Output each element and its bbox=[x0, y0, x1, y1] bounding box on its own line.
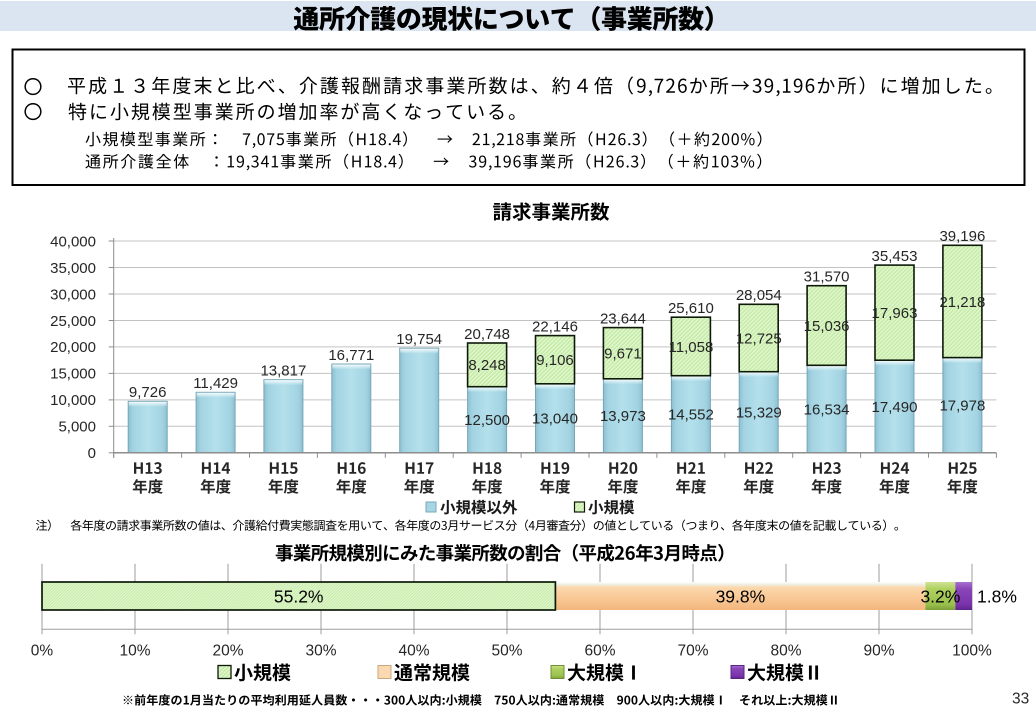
svg-text:15,036: 15,036 bbox=[804, 318, 850, 335]
svg-text:15,329: 15,329 bbox=[736, 405, 782, 422]
svg-text:100%: 100% bbox=[952, 643, 992, 660]
svg-text:15,000: 15,000 bbox=[50, 366, 96, 383]
svg-text:23,644: 23,644 bbox=[600, 310, 646, 327]
svg-text:90%: 90% bbox=[863, 643, 894, 660]
svg-text:9,106: 9,106 bbox=[536, 352, 574, 369]
svg-text:8,248: 8,248 bbox=[468, 357, 506, 374]
svg-text:16,771: 16,771 bbox=[328, 347, 374, 364]
svg-text:11,429: 11,429 bbox=[193, 375, 238, 392]
svg-text:50%: 50% bbox=[491, 643, 522, 660]
svg-text:55.2%: 55.2% bbox=[274, 586, 324, 606]
svg-text:20,000: 20,000 bbox=[50, 339, 96, 356]
svg-text:35,453: 35,453 bbox=[872, 248, 918, 265]
svg-text:3.2%: 3.2% bbox=[920, 586, 960, 606]
svg-text:25,610: 25,610 bbox=[668, 300, 714, 317]
svg-text:1.8%: 1.8% bbox=[977, 586, 1017, 606]
svg-text:60%: 60% bbox=[584, 643, 615, 660]
svg-text:10,000: 10,000 bbox=[50, 392, 96, 409]
svg-text:80%: 80% bbox=[770, 643, 801, 660]
svg-text:0%: 0% bbox=[31, 643, 54, 660]
svg-text:10%: 10% bbox=[119, 643, 150, 660]
svg-text:17,490: 17,490 bbox=[872, 399, 918, 416]
svg-text:17,963: 17,963 bbox=[872, 305, 918, 322]
svg-text:20,748: 20,748 bbox=[464, 326, 510, 343]
svg-text:22,146: 22,146 bbox=[532, 318, 578, 335]
svg-text:21,218: 21,218 bbox=[939, 294, 985, 311]
svg-text:11,058: 11,058 bbox=[669, 339, 714, 356]
svg-text:9,726: 9,726 bbox=[129, 384, 167, 401]
svg-text:17,978: 17,978 bbox=[939, 398, 985, 415]
svg-text:13,817: 13,817 bbox=[260, 363, 306, 380]
svg-text:39.8%: 39.8% bbox=[716, 586, 766, 606]
svg-text:30%: 30% bbox=[305, 643, 336, 660]
svg-text:31,570: 31,570 bbox=[804, 269, 850, 286]
svg-text:13,040: 13,040 bbox=[532, 411, 578, 428]
svg-text:12,500: 12,500 bbox=[464, 412, 510, 429]
svg-text:14,552: 14,552 bbox=[668, 407, 714, 424]
svg-text:40,000: 40,000 bbox=[50, 233, 96, 250]
svg-text:33: 33 bbox=[1012, 691, 1029, 708]
svg-text:20%: 20% bbox=[212, 643, 243, 660]
svg-text:70%: 70% bbox=[677, 643, 708, 660]
svg-text:12,725: 12,725 bbox=[736, 330, 782, 347]
svg-text:16,534: 16,534 bbox=[804, 401, 850, 418]
svg-text:9,671: 9,671 bbox=[604, 346, 642, 363]
svg-text:28,054: 28,054 bbox=[736, 287, 782, 304]
svg-text:19,754: 19,754 bbox=[396, 331, 442, 348]
svg-text:0: 0 bbox=[88, 445, 96, 462]
svg-text:13,973: 13,973 bbox=[600, 408, 646, 425]
svg-text:30,000: 30,000 bbox=[50, 286, 96, 303]
svg-text:39,196: 39,196 bbox=[939, 228, 985, 245]
svg-text:40%: 40% bbox=[398, 643, 429, 660]
svg-text:35,000: 35,000 bbox=[50, 260, 96, 277]
svg-text:5,000: 5,000 bbox=[58, 419, 96, 436]
svg-text:25,000: 25,000 bbox=[50, 313, 96, 330]
